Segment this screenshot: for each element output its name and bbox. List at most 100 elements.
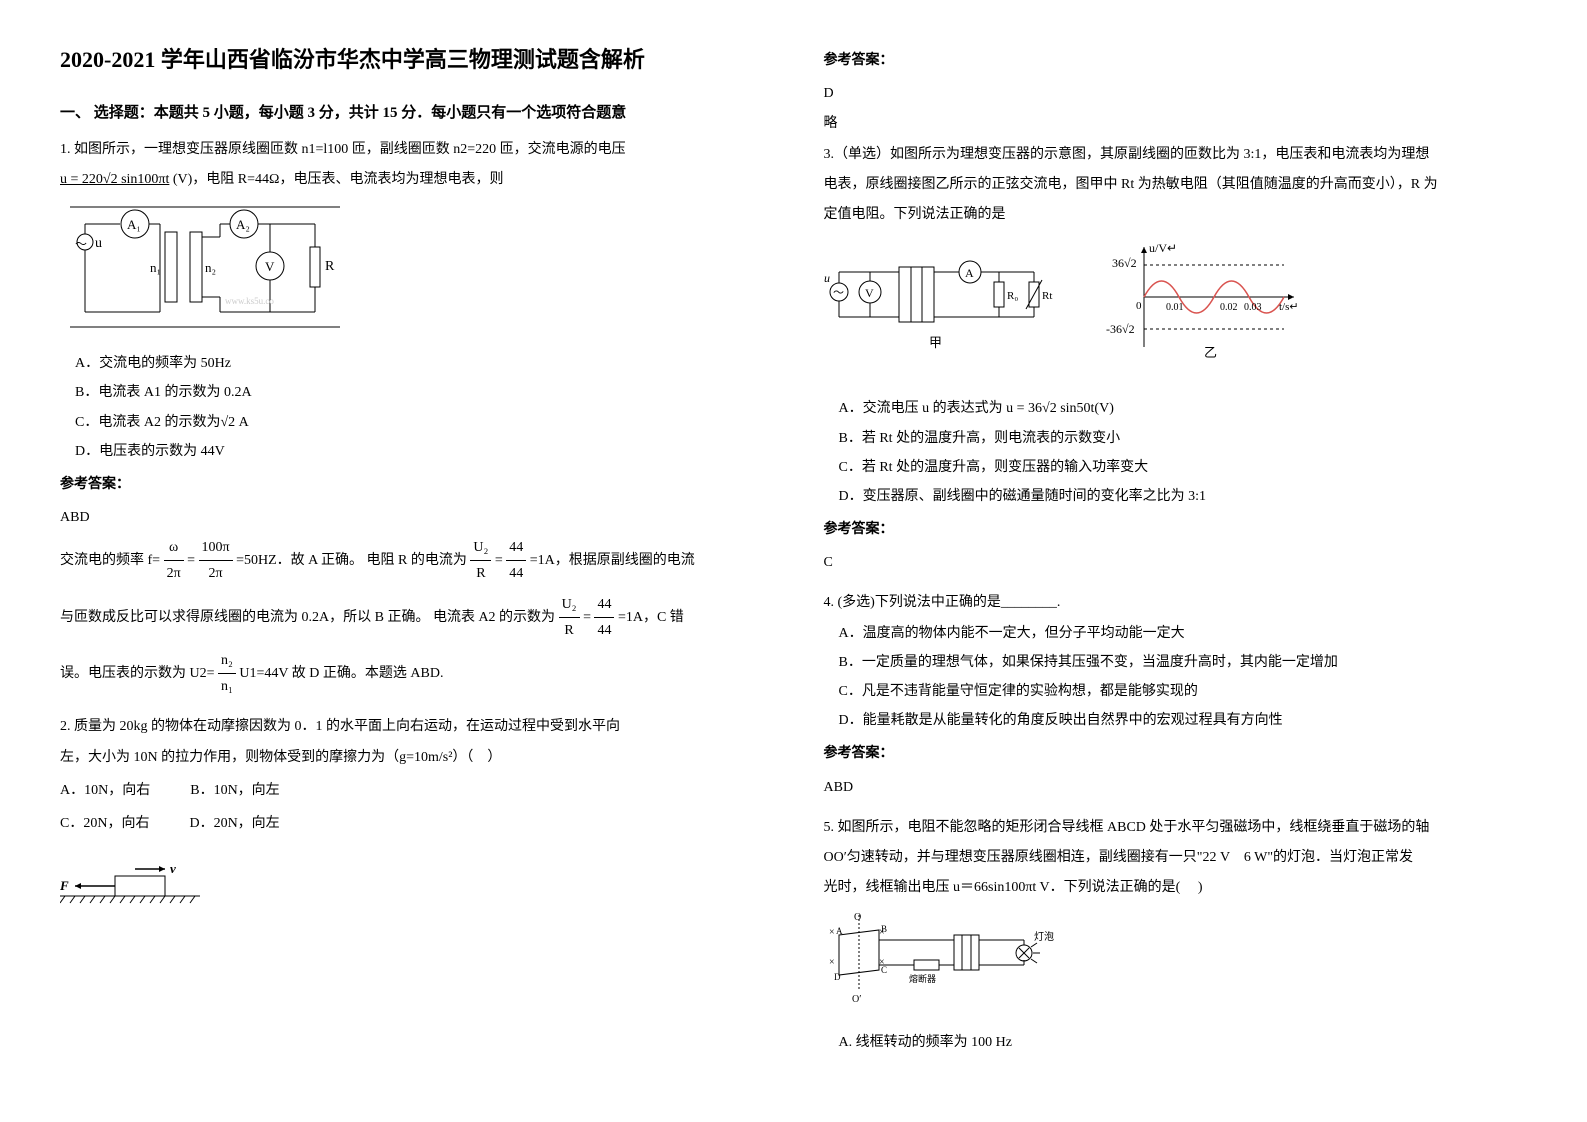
frac-num: U₂ [559,592,580,618]
svg-text:B: B [881,924,887,934]
svg-text:n₁: n₁ [150,260,161,275]
svg-text:-36√2: -36√2 [1106,322,1135,336]
svg-text:t/s↵: t/s↵ [1279,301,1299,313]
svg-text:〜: 〜 [833,287,844,299]
q2-option-b: B．10N，向左 [190,778,279,803]
frac-den: n₁ [218,674,236,699]
svg-text:O: O [854,912,861,923]
q1-stem: 1. 如图所示，一理想变压器原线圈匝数 n1=l100 匝，副线圈匝数 n2=2… [60,137,764,162]
q1-figure: 〜 u A₁ n₁ n₂ [60,202,764,341]
block-on-surface-icon: v F [60,861,200,911]
q5-figure: × × × × O O′ A B C D [824,910,1528,1019]
frac-den: 44 [506,561,526,586]
q4-option-c: C．凡是不违背能量守恒定律的实验构想，都是能够实现的 [824,679,1528,704]
svg-text:F: F [60,878,69,893]
q1-frac3: U₂ R [470,535,491,586]
q3-option-a: A．交流电压 u 的表达式为 u = 36√2 sin50t(V) [824,396,1528,421]
q1-exp1-suffix: =1A，根据原副线圈的电流 [530,553,695,568]
q1-frac2: 100π 2π [199,535,233,586]
svg-text:O′: O′ [852,994,861,1005]
q3-stem1: 3.（单选）如图所示为理想变压器的示意图，其原副线圈的匝数比为 3:1，电压表和… [824,142,1528,167]
svg-text:D: D [834,972,841,982]
q1-option-c: C．电流表 A2 的示数为√2 A [60,410,764,435]
q4-answer: ABD [824,775,1528,800]
q2-answer-label: 参考答案： [824,48,1528,73]
svg-text:u: u [824,271,830,285]
section1-heading: 一、 选择题：本题共 5 小题，每小题 3 分，共计 15 分．每小题只有一个选… [60,100,764,127]
q1-formula-u: u = 220√2 sin100πt [60,172,169,187]
q1-stem2-suffix: (V)，电阻 R=44Ω，电压表、电流表均为理想电表，则 [173,172,504,187]
q1-option-b: B．电流表 A1 的示数为 0.2A [60,380,764,405]
q1-frac1: ω 2π [164,535,184,586]
q1-frac6: 44 44 [594,592,614,643]
question-1: 1. 如图所示，一理想变压器原线圈匝数 n1=l100 匝，副线圈匝数 n2=2… [60,137,764,700]
frac-num: ω [164,535,184,561]
q1-frac7: n₂ n₁ [218,648,236,699]
svg-text:u: u [95,236,102,251]
q4-answer-label: 参考答案： [824,741,1528,766]
q5-stem3: 光时，线框输出电压 u＝66sin100πt V．下列说法正确的是( ) [824,875,1528,900]
svg-text:A: A [965,266,974,280]
q1-exp2-prefix: 与匝数成反比可以求得原线圈的电流为 0.2A，所以 B 正确。 电流表 A2 的… [60,610,555,625]
q4-option-a: A．温度高的物体内能不一定大，但分子平均动能一定大 [824,621,1528,646]
svg-text:www.ks5u.co: www.ks5u.co [225,296,274,306]
question-2: 2. 质量为 20kg 的物体在动摩擦因数为 0．1 的水平面上向右运动，在运动… [60,714,764,920]
q3-stem3: 定值电阻。下列说法正确的是 [824,202,1528,227]
svg-text:36√2: 36√2 [1112,256,1137,270]
svg-text:乙: 乙 [1204,345,1217,360]
eq: = [583,610,591,625]
question-4: 4. (多选)下列说法中正确的是________. A．温度高的物体内能不一定大… [824,590,1528,799]
q2-option-c: C．20N，向右 [60,811,149,836]
svg-text:v: v [170,861,176,876]
q2-stem1: 2. 质量为 20kg 的物体在动摩擦因数为 0．1 的水平面上向右运动，在运动… [60,714,764,739]
frac-den: 44 [594,618,614,643]
svg-text:C: C [881,965,887,975]
eq: = [187,553,195,568]
q3-opta-prefix: A．交流电压 u 的表达式为 [839,401,1003,416]
q1-exp2-suffix: =1A，C 错 [618,610,684,625]
q2-stem2: 左，大小为 10N 的拉力作用，则物体受到的摩擦力为（g=10m/s²）（ ） [60,745,764,770]
q2-answer: D [824,81,1528,106]
q1-exp3-prefix: 误。电压表的示数为 U2= [60,666,215,681]
svg-text:×: × [829,927,835,938]
frac-den: 2π [164,561,184,586]
q5-stem1: 5. 如图所示，电阻不能忽略的矩形闭合导线框 ABCD 处于水平匀强磁场中，线框… [824,815,1528,840]
q3-figure: 〜 u V [824,237,1528,386]
q2-explain: 略 [824,111,1528,136]
svg-text:R: R [325,259,335,274]
q1-exp3-suffix: U1=44V 故 D 正确。本题选 ABD. [239,666,443,681]
frac-den: 2π [199,561,233,586]
q3-option-d: D．变压器原、副线圈中的磁通量随时间的变化率之比为 3:1 [824,484,1528,509]
frac-num: n₂ [218,648,236,674]
q1-option-d: D．电压表的示数为 44V [60,439,764,464]
q4-stem: 4. (多选)下列说法中正确的是________. [824,590,1528,615]
q2-option-a: A．10N，向右 [60,778,150,803]
q2-option-d: D．20N，向左 [189,811,279,836]
svg-text:0.02: 0.02 [1220,302,1238,313]
frac-den: R [559,618,580,643]
svg-text:0.01: 0.01 [1166,302,1184,313]
right-column: 参考答案： D 略 3.（单选）如图所示为理想变压器的示意图，其原副线圈的匝数比… [824,40,1528,1070]
svg-text:〜: 〜 [75,237,87,251]
q2-options-row2: C．20N，向右 D．20N，向左 [60,811,764,836]
q1-explain2: 与匝数成反比可以求得原线圈的电流为 0.2A，所以 B 正确。 电流表 A2 的… [60,592,764,643]
q4-option-d: D．能量耗散是从能量转化的角度反映出自然界中的宏观过程具有方向性 [824,708,1528,733]
frac-num: 100π [199,535,233,561]
svg-text:A₁: A₁ [127,217,141,232]
svg-text:A₂: A₂ [236,217,250,232]
eq: = [495,553,503,568]
svg-text:V: V [865,286,874,300]
page-title: 2020-2021 学年山西省临汾市华杰中学高三物理测试题含解析 [60,40,764,80]
q1-frac5: U₂ R [559,592,580,643]
q1-answer-label: 参考答案： [60,472,764,497]
q3-opta-formula: u = 36√2 sin50t(V) [1006,401,1114,416]
rotating-frame-transformer-icon: × × × × O O′ A B C D [824,910,1084,1010]
svg-text:Rt: Rt [1042,290,1052,302]
q3-option-c: C．若 Rt 处的温度升高，则变压器的输入功率变大 [824,455,1528,480]
q2-figure: v F [60,861,764,920]
frac-num: U₂ [470,535,491,561]
transformer-sine-icon: 〜 u V [824,237,1304,377]
svg-text:R₀: R₀ [1007,290,1018,302]
frac-den: R [470,561,491,586]
svg-text:×: × [829,957,835,968]
